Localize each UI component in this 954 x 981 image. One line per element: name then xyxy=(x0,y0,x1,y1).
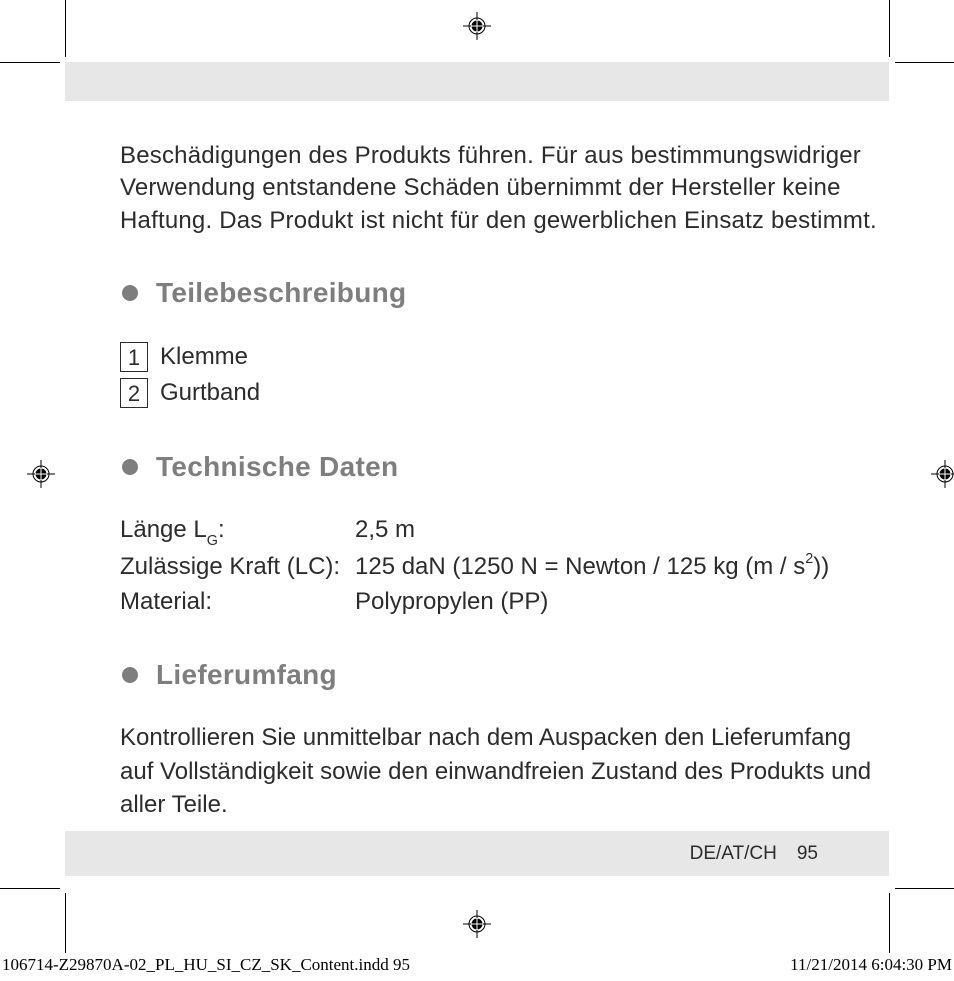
part-label: Gurtband xyxy=(160,375,260,411)
spec-label: Länge LG: xyxy=(120,513,355,550)
content-area: Beschädigungen des Produkts führen. Für … xyxy=(120,140,890,821)
section-heading-parts: Teilebeschreibung xyxy=(120,277,890,309)
registration-mark-icon xyxy=(463,910,491,938)
spec-value: Polypropylen (PP) xyxy=(355,585,548,620)
list-item: 1 Klemme xyxy=(120,339,890,375)
spec-label: Zulässige Kraft (LC): xyxy=(120,550,355,585)
registration-mark-icon xyxy=(931,460,954,488)
slug-timestamp: 11/21/2014 6:04:30 PM xyxy=(790,955,952,975)
section-title: Lieferumfang xyxy=(156,659,337,691)
crop-mark xyxy=(0,62,60,63)
crop-mark xyxy=(889,0,890,57)
spec-value: 125 daN (1250 N = Newton / 125 kg (m / s… xyxy=(355,550,829,585)
bullet-icon xyxy=(122,285,138,301)
crop-mark xyxy=(895,62,954,63)
crop-mark xyxy=(895,888,954,889)
parts-list: 1 Klemme 2 Gurtband xyxy=(120,339,890,411)
scope-paragraph: Kontrollieren Sie unmittelbar nach dem A… xyxy=(120,721,890,820)
page-number: 95 xyxy=(797,843,818,865)
part-number-box: 2 xyxy=(120,378,148,408)
bullet-icon xyxy=(122,459,138,475)
list-item: 2 Gurtband xyxy=(120,375,890,411)
crop-mark xyxy=(65,0,66,57)
crop-mark xyxy=(889,893,890,953)
registration-mark-icon xyxy=(463,12,491,40)
spec-value: 2,5 m xyxy=(355,513,415,550)
crop-mark xyxy=(65,893,66,953)
part-label: Klemme xyxy=(160,339,248,375)
table-row: Material: Polypropylen (PP) xyxy=(120,585,890,620)
table-row: Länge LG: 2,5 m xyxy=(120,513,890,550)
registration-mark-icon xyxy=(27,460,55,488)
part-number-box: 1 xyxy=(120,342,148,372)
page-root: Beschädigungen des Produkts führen. Für … xyxy=(0,0,954,981)
section-heading-specs: Technische Daten xyxy=(120,451,890,483)
section-heading-scope: Lieferumfang xyxy=(120,659,890,691)
header-bar xyxy=(65,62,889,101)
locale-label: DE/AT/CH xyxy=(690,843,777,865)
spec-table: Länge LG: 2,5 m Zulässige Kraft (LC): 12… xyxy=(120,513,890,619)
crop-mark xyxy=(0,888,60,889)
slugline: 106714-Z29870A-02_PL_HU_SI_CZ_SK_Content… xyxy=(2,955,952,975)
intro-paragraph: Beschädigungen des Produkts führen. Für … xyxy=(120,140,890,237)
spec-label: Material: xyxy=(120,585,355,620)
section-title: Technische Daten xyxy=(156,451,398,483)
page-footer: DE/AT/CH 95 xyxy=(690,843,818,865)
table-row: Zulässige Kraft (LC): 125 daN (1250 N = … xyxy=(120,550,890,585)
slug-file: 106714-Z29870A-02_PL_HU_SI_CZ_SK_Content… xyxy=(2,955,410,975)
section-title: Teilebeschreibung xyxy=(156,277,406,309)
bullet-icon xyxy=(122,667,138,683)
